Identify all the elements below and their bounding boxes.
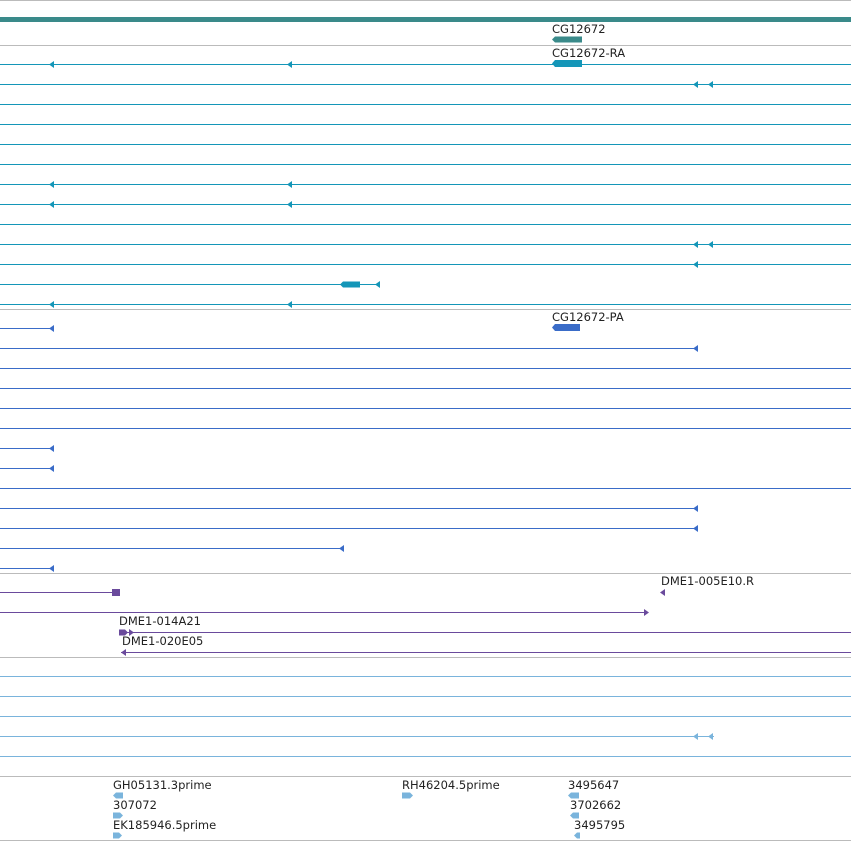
mrna-row-arrow-9-1 — [708, 241, 713, 248]
est-feature-307072 — [113, 812, 123, 819]
bac-row-arrow-1 — [644, 609, 649, 616]
mrna-row-arrow-7-0 — [49, 201, 54, 208]
est-label-rh46204[interactable]: RH46204.5prime — [402, 778, 500, 792]
mrna-row-arrow-6-0 — [49, 181, 54, 188]
bac-label-014a21[interactable]: DME1-014A21 — [119, 614, 201, 628]
mrna-row-arrow-11-0 — [375, 281, 380, 288]
cdna-row-arrow-0-0 — [49, 325, 54, 332]
est-feature-rh46204 — [402, 792, 413, 799]
est-label-3495795[interactable]: 3495795 — [574, 818, 626, 832]
mrna-row-arrow-12-0 — [49, 301, 54, 308]
gene-feature-cg12672 — [552, 36, 582, 43]
est-label-ek185946[interactable]: EK185946.5prime — [113, 818, 217, 832]
cdna-row-arrow-10-0 — [693, 525, 698, 532]
cdna-row-arrow-6-0 — [49, 445, 54, 452]
cdna-row-arrow-9-0 — [693, 505, 698, 512]
cdna-row-arrow-7-0 — [49, 465, 54, 472]
est-label-3702662[interactable]: 3702662 — [570, 798, 622, 812]
bac-row-block-0 — [112, 589, 120, 596]
bac-label-020e05[interactable]: DME1-020E05 — [122, 634, 204, 648]
mrna-row-exon-11 — [340, 281, 360, 288]
cdna-row-arrow-11-0 — [339, 545, 344, 552]
est-feature-gh05131 — [113, 792, 123, 799]
bac-row-block-014a21 — [119, 629, 128, 636]
est-row-arrow-4-1 — [708, 733, 713, 740]
mrna-row-arrow-6-1 — [287, 181, 292, 188]
mrna-row-arrow-0-1 — [287, 61, 292, 68]
mrna-row-arrow-0-0 — [49, 61, 54, 68]
cdna-exon-cg12672-pa — [552, 324, 580, 331]
bac-row-arrow-014a21 — [129, 629, 134, 636]
gene-label[interactable]: CG12672 — [552, 22, 606, 36]
bac-row-arrow-020e05 — [121, 649, 126, 656]
est-row-arrow-4-0 — [693, 733, 698, 740]
est-feature-ek185946 — [113, 832, 122, 839]
mrna-exon-cg12672-ra — [552, 60, 582, 67]
est-label-3495647[interactable]: 3495647 — [568, 778, 620, 792]
mrna-row-arrow-9-0 — [693, 241, 698, 248]
mrna-row-arrow-1-0 — [693, 81, 698, 88]
est-label-307072[interactable]: 307072 — [113, 798, 157, 812]
bac-label-005e10[interactable]: DME1-005E10.R — [661, 574, 755, 588]
cdna-row-arrow-1-0 — [693, 345, 698, 352]
mrna-row-arrow-1-1 — [708, 81, 713, 88]
est-label-gh05131[interactable]: GH05131.3prime — [113, 778, 212, 792]
bac-arrow-005e10 — [660, 589, 665, 596]
est-feature-3702662 — [570, 812, 579, 819]
est-feature-3495647 — [568, 792, 579, 799]
mrna-row-arrow-10-0 — [693, 261, 698, 268]
cdna-label[interactable]: CG12672-PA — [552, 310, 624, 324]
est-feature-3495795 — [574, 832, 580, 839]
mrna-label[interactable]: CG12672-RA — [552, 46, 626, 60]
gene-track-bar — [0, 17, 851, 22]
mrna-row-arrow-7-1 — [287, 201, 292, 208]
mrna-row-arrow-12-1 — [287, 301, 292, 308]
cdna-row-arrow-12-0 — [49, 565, 54, 572]
